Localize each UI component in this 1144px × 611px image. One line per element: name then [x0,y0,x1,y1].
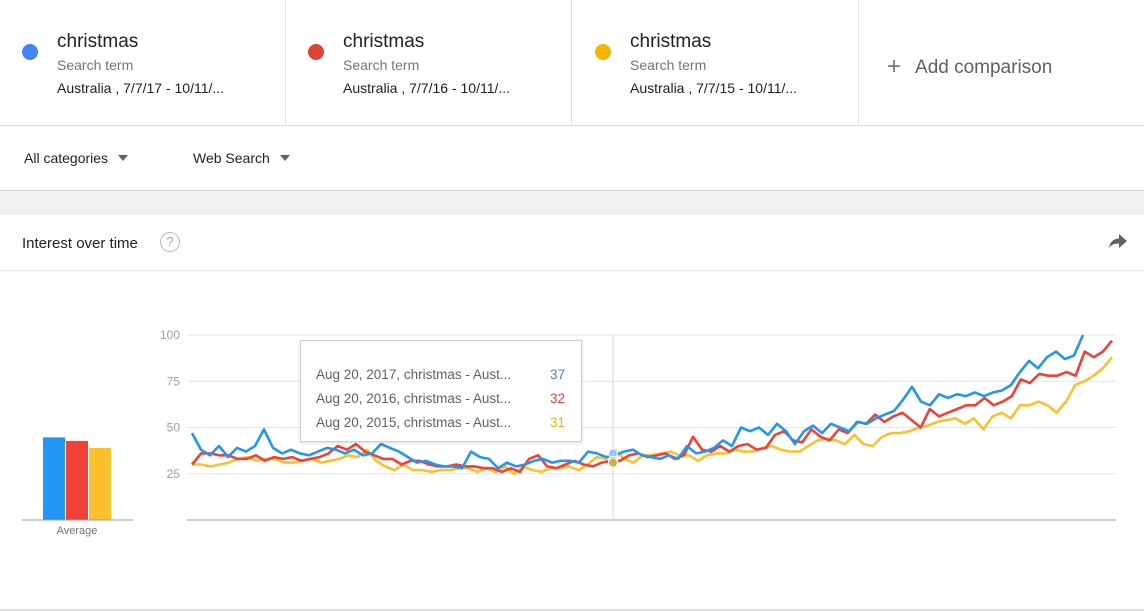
dropdown-arrow-icon [118,155,129,161]
average-bar [43,437,65,520]
average-bars: Average [22,437,133,537]
card-title: Interest over time [22,235,138,252]
section-gap [0,191,1144,215]
hover-markers [608,448,618,468]
term-card-3[interactable]: christmas Search term Australia , 7/7/15… [573,0,859,125]
search-type-dropdown[interactable]: Web Search [193,150,290,166]
average-bar [66,440,88,520]
tooltip-row-label: Aug 20, 2016, christmas - Aust... [316,391,512,406]
share-icon[interactable] [1108,233,1128,249]
tooltip-row-value: 37 [549,367,565,382]
hover-point [608,457,618,468]
y-tick-label: 75 [167,374,181,388]
term-kind: Search term [630,57,707,73]
add-comparison-button[interactable]: + Add comparison [887,52,1052,80]
term-name: christmas [343,31,425,52]
help-icon[interactable]: ? [160,232,180,252]
series-color-dot-blue [22,44,38,60]
series-color-dot-red [308,44,324,60]
term-card-1[interactable]: christmas Search term Australia , 7/7/17… [0,0,286,125]
term-range: Australia , 7/7/16 - 10/11/... [343,80,511,96]
series-color-dot-yellow [595,44,611,60]
y-tick-label: 25 [167,467,181,481]
series-line [190,334,1085,470]
comparison-terms-bar: christmas Search term Australia , 7/7/17… [0,0,1144,126]
tooltip-row-label: Aug 20, 2017, christmas - Aust... [316,367,512,382]
y-axis-labels: 25 50 75 100 [160,328,180,481]
term-range: Australia , 7/7/17 - 10/11/... [57,80,225,96]
y-tick-label: 50 [167,421,181,435]
filters-bar: All categories Web Search [0,126,1144,191]
term-kind: Search term [57,57,134,73]
dropdown-arrow-icon [279,155,290,161]
y-tick-label: 100 [160,328,180,342]
term-name: christmas [57,31,139,52]
term-range: Australia , 7/7/15 - 10/11/... [630,80,798,96]
category-dropdown[interactable]: All categories [24,150,129,166]
tooltip-row-label: Aug 20, 2015, christmas - Aust... [316,415,512,430]
search-type-label: Web Search [193,150,270,166]
card-header: Interest over time ? [0,215,1144,271]
term-card-2[interactable]: christmas Search term Australia , 7/7/16… [286,0,572,125]
tooltip-row-value: 31 [549,415,565,430]
series-lines[interactable] [190,334,1114,476]
category-label: All categories [24,150,109,166]
average-label: Average [57,525,98,537]
plus-icon: + [887,53,902,80]
term-name: christmas [630,31,712,52]
average-bar [89,447,111,520]
tooltip-row-value: 32 [549,391,565,406]
add-comparison-label: Add comparison [915,57,1053,78]
chart-tooltip: Aug 20, 2017, christmas - Aust... 37 Aug… [300,340,582,442]
term-kind: Search term [343,57,420,73]
